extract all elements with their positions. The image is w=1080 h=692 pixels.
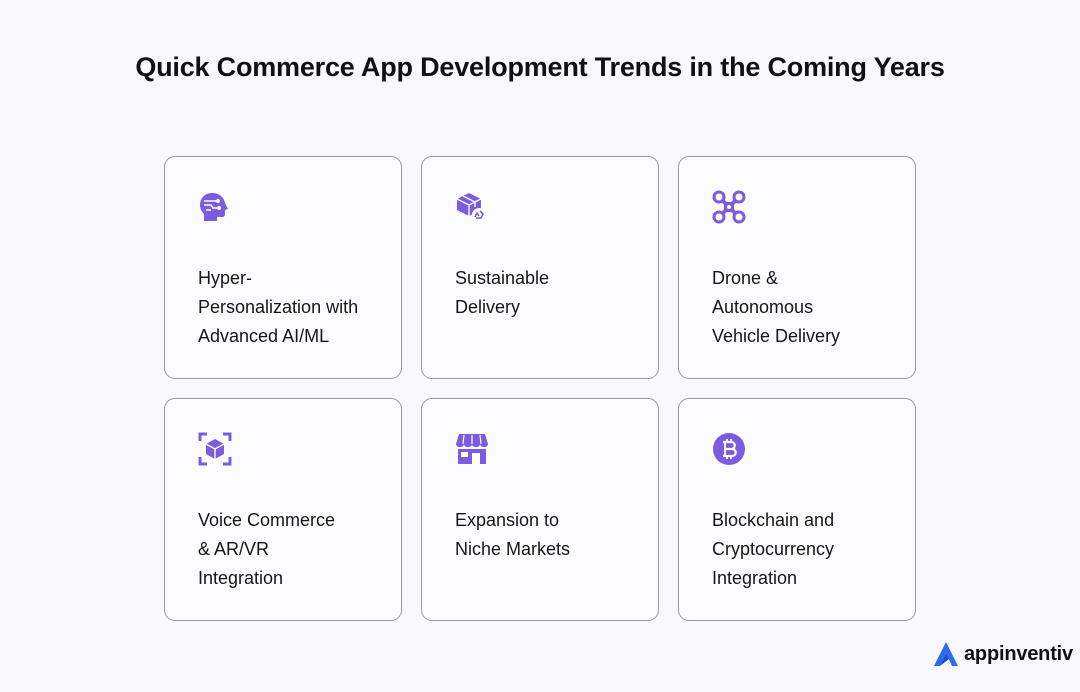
ai-head-icon bbox=[198, 190, 232, 224]
ar-cube-icon bbox=[198, 432, 232, 466]
appinventiv-mark-icon bbox=[934, 642, 958, 666]
trend-label: Hyper- Personalization with Advanced AI/… bbox=[198, 268, 359, 346]
trend-card-blockchain: Blockchain and Cryptocurrency Integratio… bbox=[678, 398, 916, 621]
page-title: Quick Commerce App Development Trends in… bbox=[135, 52, 945, 82]
brand-name: appinventiv bbox=[964, 642, 1073, 665]
trend-label: Voice Commerce & AR/VR Integration bbox=[198, 510, 336, 588]
trend-card-personalization: Hyper- Personalization with Advanced AI/… bbox=[164, 156, 402, 379]
trend-label: Drone & Autonomous Vehicle Delivery bbox=[712, 268, 841, 346]
trend-label: Blockchain and Cryptocurrency Integratio… bbox=[712, 510, 835, 588]
trend-card-voice-ar-vr: Voice Commerce & AR/VR Integration bbox=[164, 398, 402, 621]
storefront-icon bbox=[455, 432, 489, 466]
bitcoin-icon bbox=[712, 432, 746, 466]
trend-label: Expansion to Niche Markets bbox=[455, 510, 571, 559]
brand-logo: appinventiv bbox=[932, 640, 1073, 668]
eco-package-icon bbox=[455, 190, 489, 224]
trends-grid: Hyper- Personalization with Advanced AI/… bbox=[164, 156, 916, 621]
drone-icon bbox=[712, 190, 746, 224]
trend-card-sustainable-delivery: Sustainable Delivery bbox=[421, 156, 659, 379]
trend-label: Sustainable Delivery bbox=[455, 268, 550, 317]
trend-card-niche-markets: Expansion to Niche Markets bbox=[421, 398, 659, 621]
trend-card-drone-delivery: Drone & Autonomous Vehicle Delivery bbox=[678, 156, 916, 379]
